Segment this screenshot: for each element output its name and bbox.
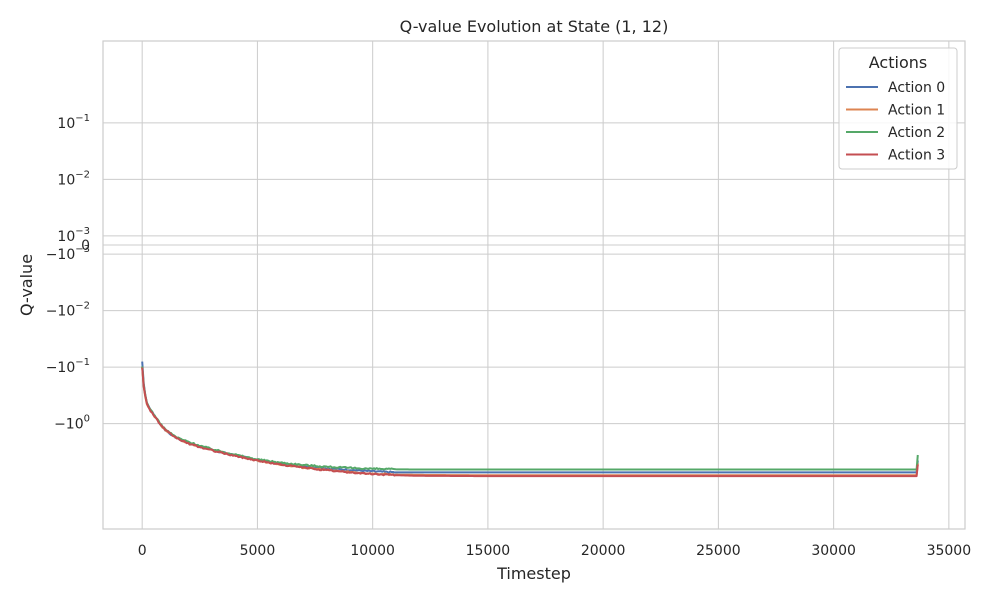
legend-title: Actions [869,53,927,72]
legend-item-label: Action 0 [888,80,945,96]
y-tick-label: 0 [81,238,90,254]
series-line-0 [141,361,919,474]
x-tick-label: 35000 [927,543,972,559]
x-tick-label: 30000 [811,543,856,559]
x-tick-label: 20000 [581,543,626,559]
series-lines [141,361,919,478]
grid [103,41,965,529]
y-tick-label: −10−1 [46,357,90,376]
y-axis-label: Q-value [17,254,36,316]
y-tick-label: 10−2 [57,169,90,188]
legend: Actions Action 0 Action 1 Action 2 Action 3 [838,47,958,170]
legend-item-label: Action 3 [888,148,945,164]
x-tick-label: 5000 [240,543,276,559]
x-axis-label: Timestep [496,564,571,583]
plot-frame [102,40,966,530]
series-line-2 [141,366,919,471]
y-axis-ticks: 10−110−210−30−10−3−10−2−10−1−100 [46,113,90,433]
y-tick-label: −10−2 [46,301,90,320]
y-tick-label: −10−3 [46,244,90,263]
legend-box [838,47,958,170]
x-tick-label: 10000 [350,543,395,559]
chart-title: Q-value Evolution at State (1, 12) [400,17,669,36]
x-tick-label: 0 [138,543,147,559]
x-tick-label: 15000 [466,543,511,559]
legend-item-label: Action 1 [888,103,945,119]
y-tick-label: 10−1 [57,113,90,132]
series-line-3 [141,367,919,478]
y-tick-label: −100 [54,414,90,433]
x-axis-ticks: 0 5000 10000 15000 20000 25000 30000 35000 [138,543,971,559]
legend-item-label: Action 2 [888,125,945,141]
x-tick-label: 25000 [696,543,741,559]
